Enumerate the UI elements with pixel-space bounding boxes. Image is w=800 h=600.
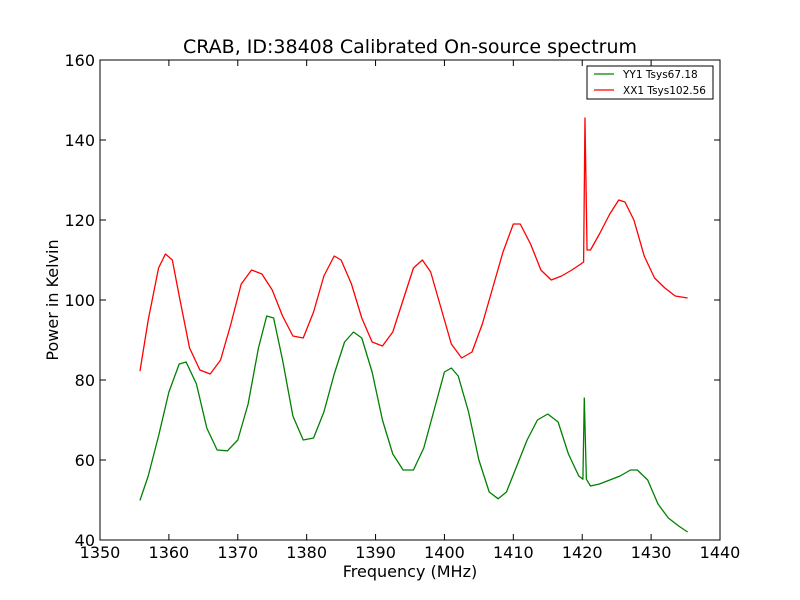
y-tick-label: 60 <box>75 451 95 470</box>
y-tick-label: 160 <box>64 51 95 70</box>
x-axis: 1350 1360 1370 1380 1390 1400 1410 1420 1430 1440 <box>80 60 741 562</box>
legend-box <box>586 65 714 100</box>
legend: YY1 Tsys67.18 XX1 Tsys102.56 <box>586 65 714 100</box>
x-tick-label: 1350 <box>80 543 121 562</box>
chart-title: CRAB, ID:38408 Calibrated On-source spec… <box>183 36 637 58</box>
series-line-xx1 <box>139 117 688 375</box>
y-tick-label: 40 <box>75 531 95 550</box>
x-tick-label: 1380 <box>286 543 327 562</box>
legend-label-xx1: XX1 Tsys102.56 <box>623 85 706 97</box>
y-tick-label: 120 <box>64 211 95 230</box>
y-tick-label: 100 <box>64 291 95 310</box>
x-axis-label: Frequency (MHz) <box>343 562 477 581</box>
y-tick-label: 80 <box>75 371 95 390</box>
x-tick-label: 1430 <box>631 543 672 562</box>
x-tick-label: 1400 <box>424 543 465 562</box>
y-axis-label: Power in Kelvin <box>43 239 62 360</box>
x-tick-label: 1390 <box>355 543 396 562</box>
x-tick-label: 1440 <box>700 543 741 562</box>
x-tick-label: 1360 <box>149 543 190 562</box>
plot-area <box>100 60 720 540</box>
series-layer <box>139 117 688 533</box>
x-tick-label: 1420 <box>562 543 603 562</box>
series-line-yy1 <box>139 315 688 533</box>
legend-label-yy1: YY1 Tsys67.18 <box>622 69 698 81</box>
y-axis: 40 60 80 100 120 140 160 <box>64 51 720 550</box>
x-tick-label: 1370 <box>217 543 258 562</box>
y-tick-label: 140 <box>64 131 95 150</box>
x-tick-label: 1410 <box>493 543 534 562</box>
